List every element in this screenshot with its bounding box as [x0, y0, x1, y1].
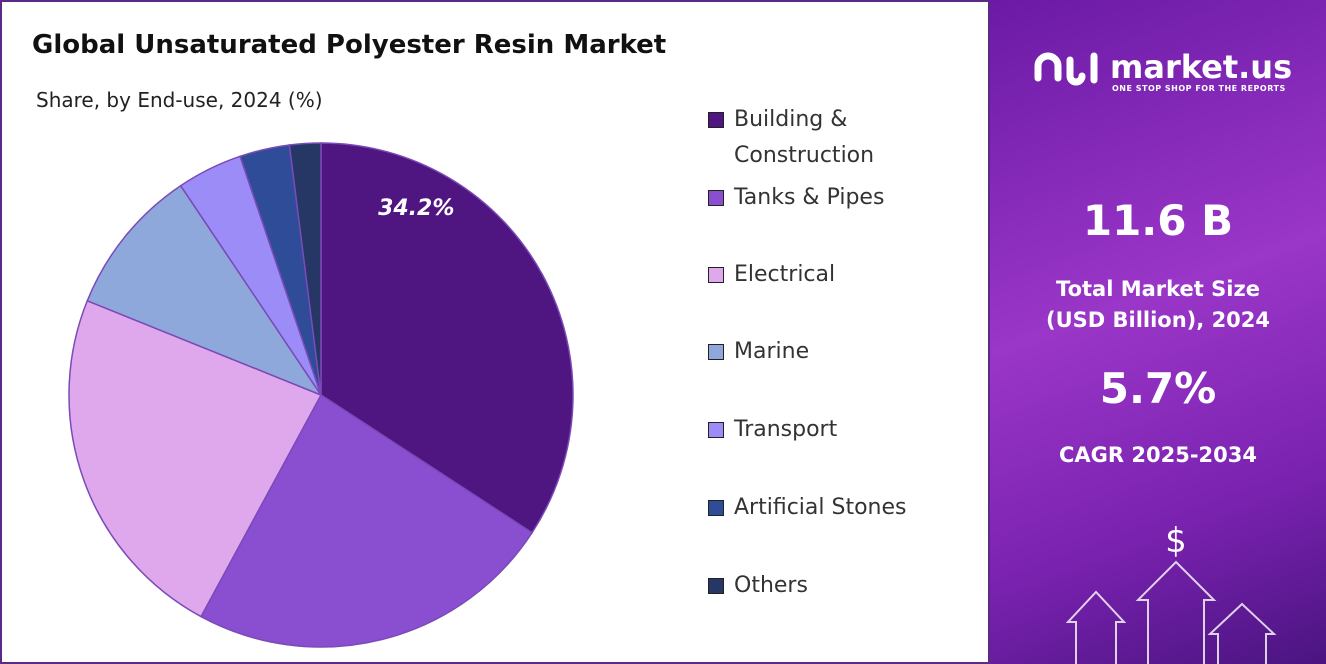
legend-item: Building & Construction [708, 102, 978, 174]
legend-swatch [708, 578, 724, 594]
tagline: ONE STOP SHOP FOR THE REPORTS [1112, 84, 1286, 93]
data-label: 34.2% [378, 196, 454, 221]
legend-item: Marine [708, 334, 978, 370]
legend-label: Artificial Stones [734, 495, 907, 520]
market-size: 11.6 B [1082, 196, 1234, 245]
pie-slice [86, 184, 323, 397]
chart-panel: 34.2% Global Unsaturated Polyester Resin… [0, 0, 990, 664]
legend-label: Tanks & Pipes [734, 185, 885, 210]
legend-swatch [708, 500, 724, 516]
pie-slice [68, 299, 323, 618]
legend-swatch [708, 112, 724, 128]
dollar-icon: $ [1165, 521, 1187, 561]
legend-item: Others [708, 568, 978, 604]
legend-item: Electrical [708, 257, 978, 293]
legend-item: Tanks & Pipes [708, 180, 978, 216]
legend-swatch [708, 267, 724, 283]
legend-label: Transport [734, 417, 838, 442]
cagr: 5.7% [1099, 364, 1217, 413]
pie-slice [199, 393, 534, 648]
brand: market.us [1110, 48, 1293, 86]
decoration: $ [1034, 52, 1277, 664]
chart-title: Global Unsaturated Polyester Resin Marke… [32, 30, 667, 60]
summary-panel: $ market.us ONE STOP SHOP FOR THE REPORT… [990, 0, 1326, 664]
cagr-label: CAGR 2025-2034 [1059, 443, 1257, 467]
legend-label: Electrical [734, 262, 836, 287]
market-size-label: Total Market Size (USD Billion), 2024 [1045, 277, 1271, 332]
pie-slice [288, 142, 322, 396]
legend-item: Transport [708, 412, 978, 448]
legend-label: Others [734, 573, 808, 598]
legend-label: Marine [734, 339, 810, 364]
legend-label: Building & Construction [734, 107, 875, 168]
legend-swatch [708, 344, 724, 360]
pie-chart: 34.2% [68, 142, 574, 648]
legend-swatch [708, 190, 724, 206]
legend-item: Artificial Stones [708, 490, 978, 526]
chart-subtitle: Share, by End-use, 2024 (%) [36, 88, 323, 112]
legend-swatch [708, 422, 724, 438]
